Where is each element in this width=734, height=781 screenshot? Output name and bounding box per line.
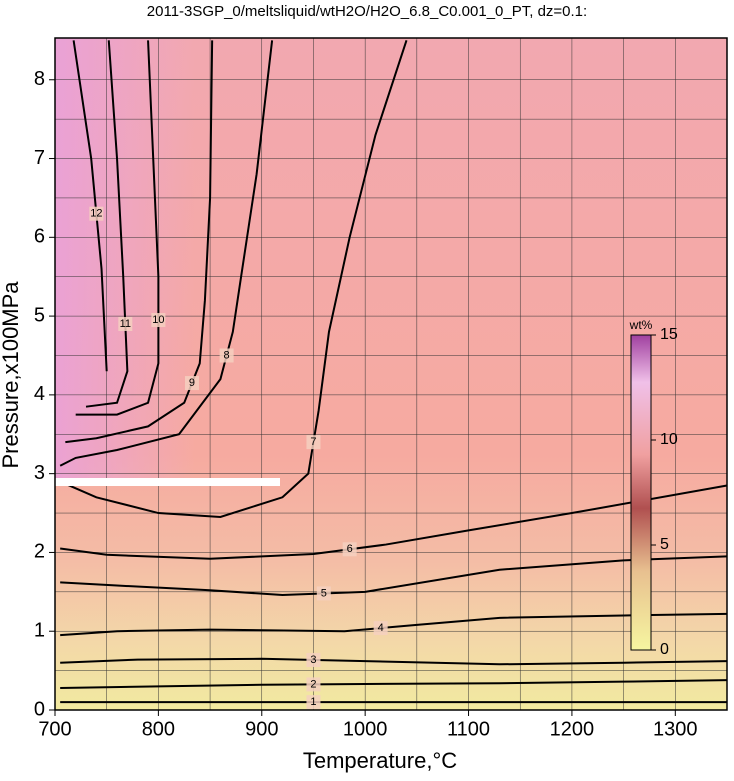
y-tick-label: 6: [34, 226, 45, 248]
plot-frame: [54, 37, 728, 711]
x-tick-label: 800: [142, 718, 175, 740]
colorbar-tick-label: 15: [660, 326, 678, 343]
y-tick-label: 5: [34, 304, 45, 326]
y-tick-label: 2: [34, 541, 45, 563]
contour-label: 6: [347, 543, 353, 555]
contour-line: [60, 679, 728, 689]
x-axis-label: Temperature,°C: [303, 748, 457, 773]
x-tick-label: 900: [245, 718, 278, 740]
contour-label: 10: [152, 314, 164, 326]
contour-label: 1: [310, 696, 316, 708]
colorbar-tick-label: 0: [660, 641, 669, 658]
y-tick-label: 7: [34, 147, 45, 169]
blank-band: [55, 478, 280, 486]
contour-label: 7: [310, 436, 316, 448]
contour-label-bg: [373, 621, 388, 636]
y-tick-label: 8: [34, 68, 45, 90]
contour-label: 9: [189, 377, 195, 389]
y-tick-label: 3: [34, 462, 45, 484]
contour-label-bg: [306, 435, 321, 450]
plot-shade: [55, 38, 195, 478]
contour-label-bg: [118, 316, 133, 331]
colorbar-tick-label: 5: [660, 536, 669, 553]
colorbar: [630, 334, 652, 651]
contour-line: [59, 40, 408, 518]
contour-label-bg: [89, 206, 104, 221]
x-tick-label: 1000: [343, 718, 388, 740]
chart-title: 2011-3SGP_0/meltsliquid/wtH2O/H2O_6.8_C0…: [147, 3, 587, 20]
contour-label: 11: [120, 318, 131, 330]
contour-label-bg: [184, 376, 199, 391]
contour-label-bg: [306, 677, 321, 692]
contour-label: 2: [310, 678, 316, 690]
y-tick-label: 0: [34, 698, 45, 720]
y-tick-label: 1: [34, 620, 45, 642]
contour-label: 12: [90, 208, 102, 220]
contour-label: 3: [310, 654, 316, 666]
contour-label-bg: [219, 348, 234, 363]
y-axis-label: Pressure,x100MPa: [0, 281, 23, 469]
contour-label-bg: [151, 313, 166, 328]
contour-line: [60, 657, 728, 666]
y-tick-label: 4: [34, 383, 45, 405]
x-tick-label: 1300: [653, 718, 698, 740]
contour-label: 4: [378, 622, 384, 634]
contour-line: [75, 40, 160, 416]
contour-label-bg: [342, 542, 357, 557]
colorbar-tick-label: 10: [660, 431, 678, 448]
contour-label: 8: [224, 349, 230, 361]
x-tick-label: 1100: [447, 718, 490, 740]
contour-label-bg: [316, 586, 331, 601]
colorbar-label: wt%: [629, 318, 653, 332]
contour-label-bg: [306, 695, 321, 710]
x-tick-label: 1200: [550, 718, 595, 740]
contour-label-bg: [306, 652, 321, 667]
contour-line: [59, 40, 274, 467]
contour-label: 5: [321, 587, 327, 599]
x-tick-label: 700: [38, 718, 71, 740]
